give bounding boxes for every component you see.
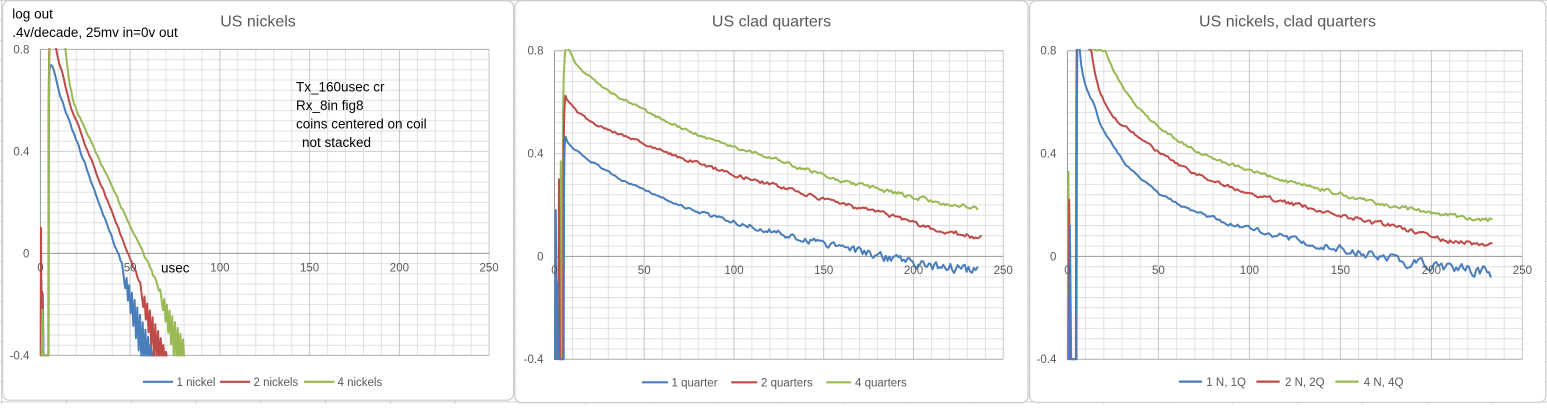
svg-text:0.8: 0.8 — [1040, 46, 1056, 58]
svg-text:0.4: 0.4 — [13, 146, 30, 158]
svg-text:coins centered on coil: coins centered on coil — [296, 117, 427, 132]
svg-text:US nickels, clad quarters: US nickels, clad quarters — [1199, 14, 1376, 31]
svg-text:50: 50 — [1152, 265, 1165, 277]
svg-text:250: 250 — [994, 265, 1013, 277]
svg-text:-0.4: -0.4 — [524, 354, 544, 366]
svg-text:US clad quarters: US clad quarters — [712, 14, 831, 31]
svg-text:4 N, 4Q: 4 N, 4Q — [1364, 377, 1404, 389]
svg-text:.4v/decade, 25mv in=0v out: .4v/decade, 25mv in=0v out — [12, 25, 178, 40]
svg-text:2 N, 2Q: 2 N, 2Q — [1285, 377, 1325, 389]
svg-text:0: 0 — [37, 263, 43, 275]
svg-text:0.8: 0.8 — [13, 44, 29, 56]
svg-text:50: 50 — [638, 265, 651, 277]
svg-text:250: 250 — [480, 263, 499, 275]
svg-text:250: 250 — [1513, 265, 1532, 277]
svg-text:usec: usec — [161, 261, 190, 276]
svg-text:-0.4: -0.4 — [1037, 354, 1057, 366]
svg-text:log out: log out — [12, 6, 53, 21]
svg-text:4 quarters: 4 quarters — [855, 378, 907, 390]
svg-text:0.8: 0.8 — [528, 46, 544, 58]
svg-text:200: 200 — [904, 265, 923, 277]
svg-text:not stacked: not stacked — [302, 135, 371, 150]
svg-text:Rx_8in fig8: Rx_8in fig8 — [296, 98, 364, 113]
svg-text:100: 100 — [1240, 265, 1259, 277]
svg-text:0: 0 — [551, 265, 557, 277]
svg-text:0: 0 — [537, 251, 543, 263]
svg-text:US nickels: US nickels — [220, 14, 296, 31]
svg-text:200: 200 — [390, 263, 409, 275]
svg-text:2 quarters: 2 quarters — [761, 378, 813, 390]
svg-text:1 nickel: 1 nickel — [177, 377, 216, 389]
svg-text:Tx_160usec cr: Tx_160usec cr — [296, 80, 385, 95]
svg-text:0: 0 — [1064, 265, 1070, 277]
svg-text:0.4: 0.4 — [1040, 149, 1057, 161]
svg-text:1 quarter: 1 quarter — [672, 378, 718, 390]
svg-text:-0.4: -0.4 — [10, 350, 30, 362]
svg-text:1 N, 1Q: 1 N, 1Q — [1206, 377, 1246, 389]
svg-text:0: 0 — [1050, 251, 1056, 263]
svg-text:0.4: 0.4 — [528, 149, 545, 161]
svg-text:150: 150 — [814, 265, 833, 277]
svg-text:150: 150 — [1331, 265, 1350, 277]
svg-text:150: 150 — [300, 263, 319, 275]
svg-text:100: 100 — [210, 263, 229, 275]
svg-text:2 nickels: 2 nickels — [254, 377, 299, 389]
svg-text:200: 200 — [1422, 265, 1441, 277]
svg-text:4 nickels: 4 nickels — [338, 377, 383, 389]
svg-text:0: 0 — [23, 248, 29, 260]
svg-text:100: 100 — [724, 265, 743, 277]
svg-text:50: 50 — [124, 263, 137, 275]
